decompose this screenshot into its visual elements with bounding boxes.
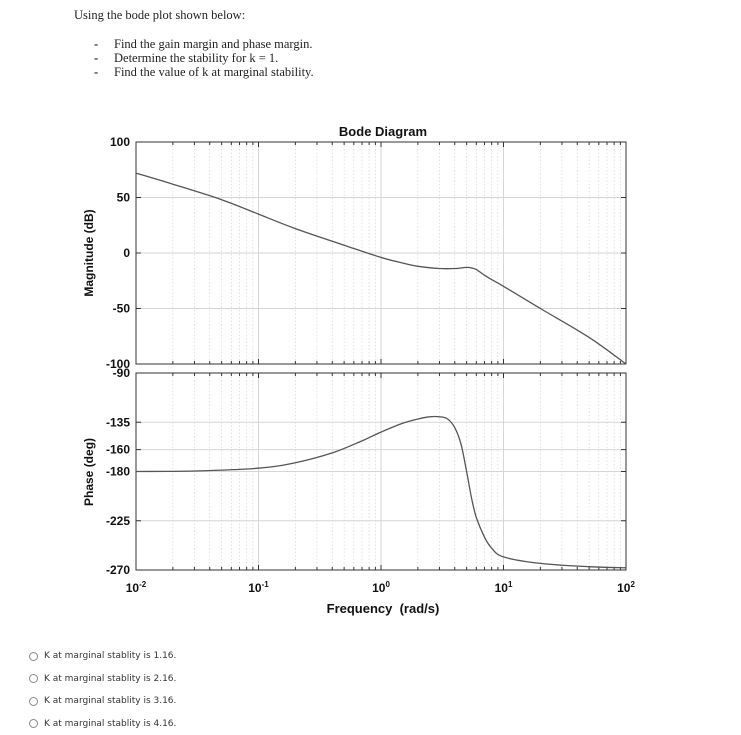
y-tick-label: -135 bbox=[106, 415, 130, 429]
answer-option-1[interactable]: K at marginal stablity is 1.16. bbox=[29, 645, 176, 668]
radio-button[interactable] bbox=[29, 674, 38, 683]
answer-option-3[interactable]: K at marginal stablity is 3.16. bbox=[29, 690, 176, 713]
x-tick-label: 10-2 bbox=[126, 580, 147, 595]
phase-grid bbox=[136, 373, 626, 570]
x-axis-label: Frequency (rad/s) bbox=[327, 601, 440, 616]
radio-button[interactable] bbox=[29, 697, 38, 706]
x-tick-labels: 10-2 10-1 100 101 102 bbox=[126, 580, 636, 595]
magnitude-y-axis-label: Magnitude (dB) bbox=[82, 209, 96, 296]
y-tick-label: 0 bbox=[123, 246, 130, 260]
radio-button[interactable] bbox=[29, 652, 38, 661]
phase-y-tick-labels: -90 -135 -160 -180 -225 -270 bbox=[106, 366, 130, 577]
y-tick-label: -180 bbox=[106, 465, 130, 479]
answer-option-4[interactable]: K at marginal stablity is 4.16. bbox=[29, 713, 176, 735]
x-tick-label: 100 bbox=[372, 580, 390, 595]
phase-y-axis-label: Phase (deg) bbox=[82, 438, 96, 506]
y-tick-label: -50 bbox=[113, 302, 131, 316]
magnitude-grid bbox=[136, 142, 626, 364]
y-tick-label: 50 bbox=[117, 191, 131, 205]
option-label: K at marginal stablity is 1.16. bbox=[44, 651, 176, 661]
answer-option-2[interactable]: K at marginal stablity is 2.16. bbox=[29, 668, 176, 691]
x-tick-label: 101 bbox=[495, 580, 513, 595]
answer-options: K at marginal stablity is 1.16. K at mar… bbox=[29, 645, 176, 735]
y-tick-label: 100 bbox=[110, 135, 130, 149]
y-tick-label: -90 bbox=[113, 366, 131, 380]
y-tick-label: -225 bbox=[106, 514, 130, 528]
option-label: K at marginal stablity is 3.16. bbox=[44, 696, 176, 706]
y-tick-label: -160 bbox=[106, 443, 130, 457]
radio-button[interactable] bbox=[29, 719, 38, 728]
option-label: K at marginal stablity is 4.16. bbox=[44, 719, 176, 729]
chart-title: Bode Diagram bbox=[339, 124, 427, 139]
x-tick-label: 102 bbox=[617, 580, 635, 595]
x-tick-label: 10-1 bbox=[248, 580, 269, 595]
y-tick-label: -270 bbox=[106, 563, 130, 577]
option-label: K at marginal stablity is 2.16. bbox=[44, 674, 176, 684]
